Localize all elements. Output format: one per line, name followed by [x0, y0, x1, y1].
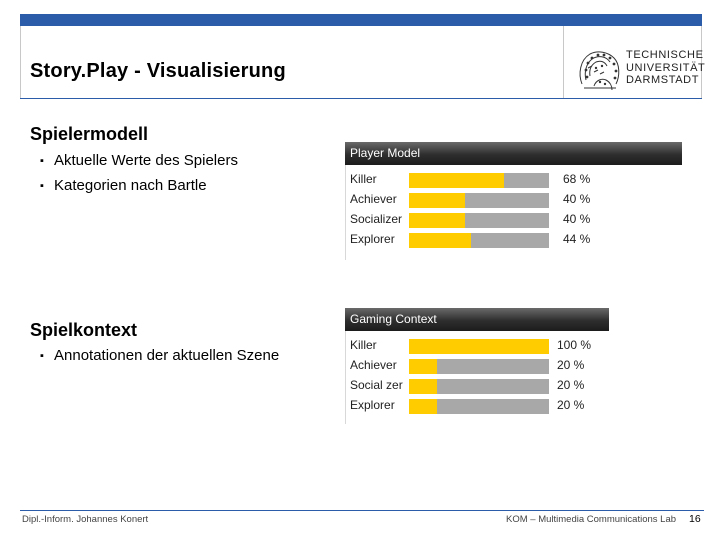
panel-title: Player Model [345, 142, 682, 165]
title-frame-left [20, 26, 21, 98]
footer-author: Dipl.-Inform. Johannes Konert [22, 514, 149, 525]
bullet-item: ▪ Aktuelle Werte des Spielers [40, 152, 238, 169]
bullet-item: ▪ Kategorien nach Bartle [40, 177, 207, 194]
bar-track [409, 339, 549, 354]
bar-label: Killer [350, 172, 377, 186]
bar-row: Explorer 44 % [345, 230, 682, 250]
bar-value: 20 % [557, 378, 585, 392]
bar-row: Achiever 40 % [345, 190, 682, 210]
tu-darmstadt-athena-logo-icon [579, 51, 620, 91]
bar-label: Explorer [350, 398, 395, 412]
bar-value: 20 % [557, 358, 585, 372]
bar-value: 40 % [563, 192, 591, 206]
bar-fill [409, 339, 549, 354]
bar-track [409, 193, 549, 208]
slide-title: Story.Play - Visualisierung [30, 60, 286, 82]
bar-label: Killer [350, 338, 377, 352]
bar-label: Achiever [350, 358, 397, 372]
bar-fill [409, 359, 437, 374]
bar-label: Socializer [350, 212, 403, 226]
bullet-text: Aktuelle Werte des Spielers [54, 152, 238, 169]
bar-track [409, 359, 549, 374]
logo-line-2: UNIVERSITÄT [626, 61, 706, 74]
university-name: TECHNISCHE UNIVERSITÄT DARMSTADT [626, 49, 705, 87]
footer-lab: KOM – Multimedia Communications Lab [506, 514, 677, 525]
bar-label: Achiever [350, 192, 397, 206]
header-accent-bar [20, 14, 702, 26]
bar-value: 100 % [557, 338, 592, 352]
bar-value: 44 % [563, 232, 591, 246]
footer-divider [20, 510, 704, 511]
bar-fill [409, 379, 437, 394]
bar-track [409, 379, 549, 394]
bar-track [409, 233, 549, 248]
panel-edge [345, 331, 346, 424]
title-underline [20, 98, 702, 99]
bar-row: Killer 100 % [345, 336, 609, 356]
logo-line-1: TECHNISCHE [626, 49, 704, 61]
bullet-text: Annotationen der aktuellen Szene [54, 347, 280, 364]
bar-row: Socializer 40 % [345, 210, 682, 230]
bar-value: 20 % [557, 398, 585, 412]
bullet-marker-icon: ▪ [40, 155, 44, 167]
bar-row: Achiever 20 % [345, 356, 609, 376]
bar-row: Social zer 20 % [345, 376, 609, 396]
page-number: 16 [689, 513, 701, 525]
bullet-marker-icon: ▪ [40, 350, 44, 362]
gaming-context-panel: Gaming Context Killer 100 % Achiever 20 % So… [345, 308, 609, 424]
section-heading-gaming-context: Spielkontext [30, 320, 138, 340]
bullet-text: Kategorien nach Bartle [54, 177, 207, 194]
bar-fill [409, 193, 465, 208]
bar-value: 68 % [563, 172, 591, 186]
bar-fill [409, 399, 437, 414]
panel-title: Gaming Context [345, 308, 609, 331]
logo-line-3: DARMSTADT [626, 74, 700, 86]
bar-track [409, 399, 549, 414]
bar-fill [409, 233, 471, 248]
player-model-panel: Player Model Killer 68 % Achiever 40 % Socia… [345, 142, 682, 260]
bar-row: Killer 68 % [345, 170, 682, 190]
bar-fill [409, 213, 465, 228]
bullet-item: ▪ Annotationen der aktuellen Szene [40, 347, 279, 364]
bar-fill [409, 173, 505, 188]
title-frame-right [701, 26, 702, 98]
bar-label: Social zer [350, 378, 403, 392]
bar-value: 40 % [563, 212, 591, 226]
section-heading-player-model: Spielermodell [30, 124, 149, 144]
panel-edge [345, 165, 346, 260]
bullet-marker-icon: ▪ [40, 180, 44, 192]
bar-track [409, 173, 549, 188]
bar-row: Explorer 20 % [345, 396, 609, 416]
bar-track [409, 213, 549, 228]
title-frame-divider [563, 26, 564, 98]
bar-label: Explorer [350, 232, 395, 246]
